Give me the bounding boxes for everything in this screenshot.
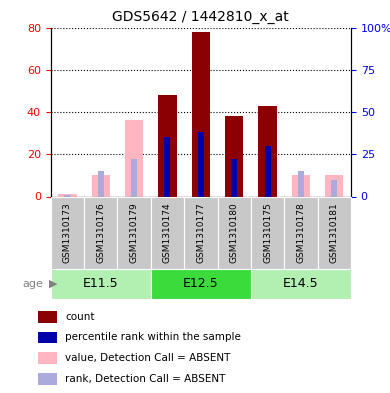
Text: GSM1310179: GSM1310179 [129, 202, 138, 263]
Bar [191, 32, 210, 196]
Text: GSM1310174: GSM1310174 [163, 202, 172, 263]
Bar [251, 269, 351, 299]
Text: GSM1310178: GSM1310178 [296, 202, 305, 263]
Bar [264, 146, 271, 196]
Bar [117, 196, 151, 269]
Text: GSM1310173: GSM1310173 [63, 202, 72, 263]
Bar [131, 159, 137, 196]
Bar [231, 159, 237, 196]
Bar [84, 196, 117, 269]
Bar [38, 311, 57, 323]
Bar [284, 196, 317, 269]
Bar [51, 196, 84, 269]
Bar [317, 196, 351, 269]
Bar [64, 195, 70, 196]
Text: count: count [65, 312, 95, 322]
Bar [58, 195, 76, 196]
Bar [165, 137, 170, 196]
Text: percentile rank within the sample: percentile rank within the sample [65, 332, 241, 342]
Text: GSM1310177: GSM1310177 [196, 202, 206, 263]
Title: GDS5642 / 1442810_x_at: GDS5642 / 1442810_x_at [112, 10, 289, 24]
Text: age: age [22, 279, 43, 289]
Bar [125, 120, 143, 196]
Text: GSM1310176: GSM1310176 [96, 202, 105, 263]
Bar [38, 353, 57, 364]
Text: GSM1310181: GSM1310181 [330, 202, 339, 263]
Bar [158, 95, 177, 196]
Bar [325, 175, 344, 196]
Text: value, Detection Call = ABSENT: value, Detection Call = ABSENT [65, 353, 230, 363]
Bar [198, 132, 204, 196]
Bar [332, 180, 337, 196]
Text: rank, Detection Call = ABSENT: rank, Detection Call = ABSENT [65, 374, 225, 384]
Bar [259, 106, 277, 196]
Bar [38, 332, 57, 343]
Bar [225, 116, 243, 196]
Bar [298, 171, 304, 196]
Text: GSM1310180: GSM1310180 [230, 202, 239, 263]
Bar [98, 171, 104, 196]
Bar [151, 196, 184, 269]
Bar [292, 175, 310, 196]
Bar [251, 196, 284, 269]
Text: GSM1310175: GSM1310175 [263, 202, 272, 263]
Bar [92, 175, 110, 196]
Bar [151, 269, 251, 299]
Text: ▶: ▶ [49, 279, 57, 289]
Bar [51, 269, 151, 299]
Bar [184, 196, 218, 269]
Bar [218, 196, 251, 269]
Text: E14.5: E14.5 [283, 277, 319, 290]
Text: E12.5: E12.5 [183, 277, 219, 290]
Bar [38, 373, 57, 384]
Text: E11.5: E11.5 [83, 277, 119, 290]
